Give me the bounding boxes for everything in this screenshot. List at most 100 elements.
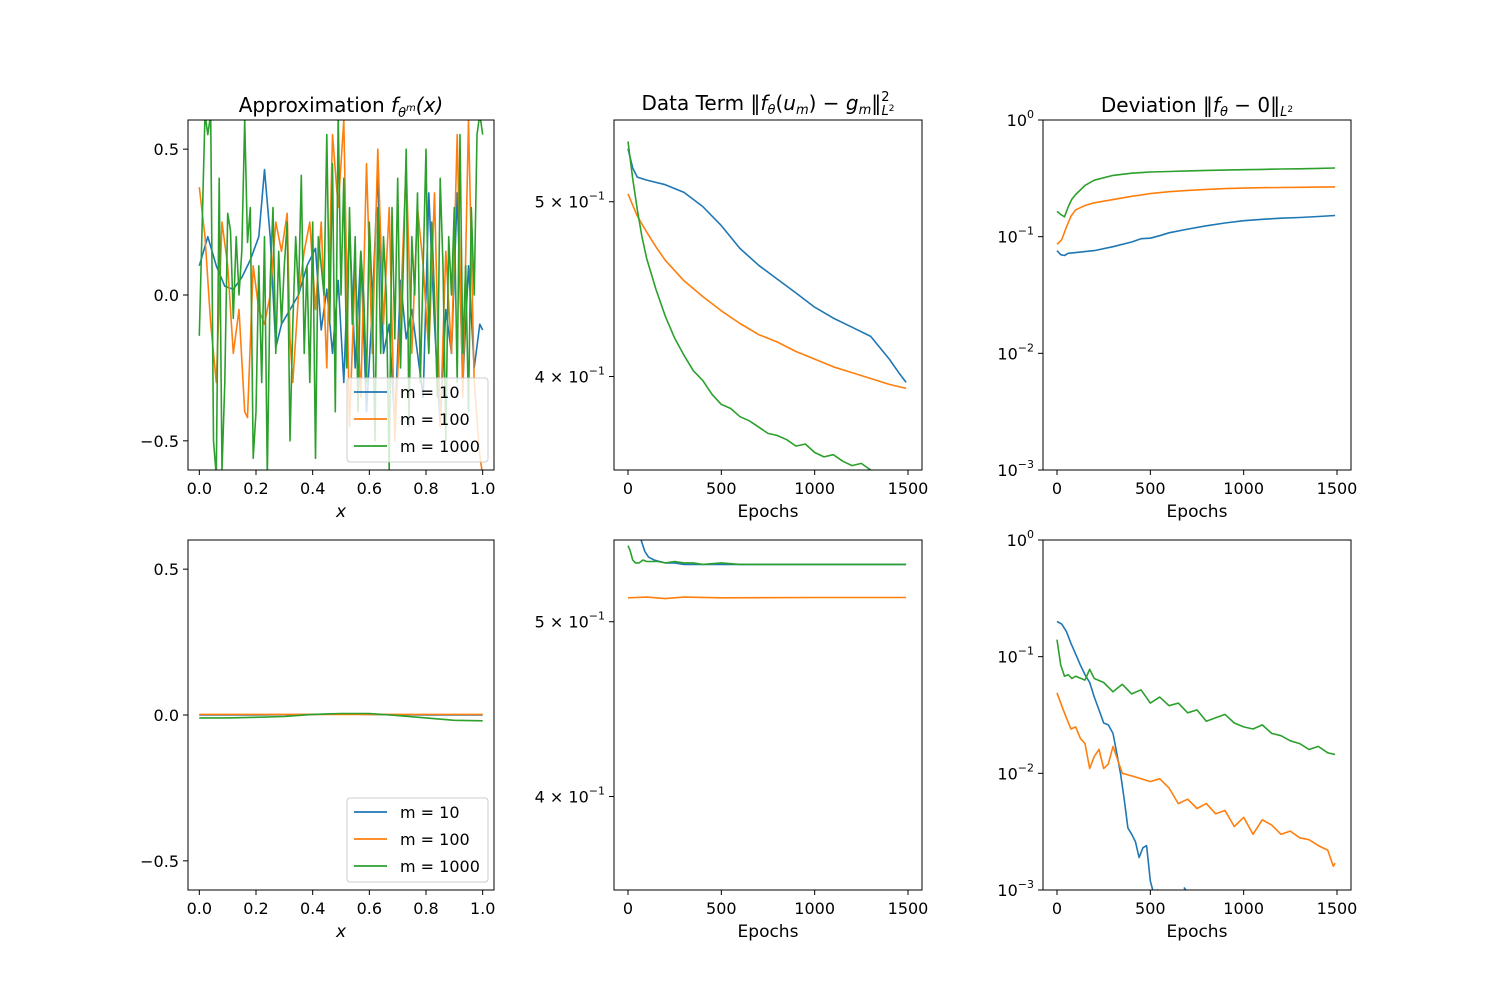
- x-tick-label: 1000: [794, 899, 835, 918]
- legend-box: [346, 797, 489, 883]
- series-line-m-10: [198, 168, 484, 428]
- axes-frame: [1042, 539, 1352, 891]
- x-axis-label: Epochs: [1167, 922, 1228, 942]
- x-axis-label: x: [335, 922, 347, 942]
- legend-label-m-1000: m = 1000: [400, 437, 480, 456]
- title-part: (: [775, 91, 783, 115]
- series-line-m-1000: [1056, 639, 1336, 756]
- x-axis-label: x: [335, 502, 347, 522]
- x-tick-label: 0.6: [357, 479, 382, 498]
- legend-label-m-100: m = 100: [400, 830, 470, 849]
- title-part: Deviation ‖: [1101, 93, 1213, 117]
- title-part: g: [846, 91, 859, 115]
- title-part: θ: [767, 103, 775, 118]
- y-tick-label: 10−3: [997, 878, 1034, 900]
- x-tick-label: 1000: [1223, 899, 1264, 918]
- series-line-m-10: [627, 148, 907, 383]
- x-tick-label: 500: [1135, 479, 1166, 498]
- deviation-bottom-panel: 0 500 1000 1500 10−3 10−2 10−1 100 Epochs: [997, 528, 1357, 942]
- x-tick-label: 0: [1052, 479, 1062, 498]
- series-line-m-100: [1056, 186, 1336, 245]
- y-tick-label: 10−2: [997, 341, 1034, 363]
- x-axis-label: Epochs: [738, 502, 799, 522]
- series-line-m-10-tail: [1183, 887, 1187, 890]
- x-tick-label: 0.0: [187, 899, 212, 918]
- axes-frame: [613, 119, 923, 471]
- title-part: m: [796, 103, 809, 118]
- legend-label-m-100: m = 100: [400, 410, 470, 429]
- title-part: 2: [1287, 105, 1293, 115]
- series-line-m-100: [1056, 692, 1336, 868]
- chart-title-data-top: Data Term ‖fθ(um) − gm‖2 L2: [641, 90, 894, 119]
- series-line-m-1000: [627, 141, 873, 470]
- title-part: ) −: [809, 91, 846, 115]
- series-group: [627, 141, 907, 470]
- x-tick-label: 1000: [794, 479, 835, 498]
- x-tick-label: 1500: [888, 899, 929, 918]
- y-tick-label: 4 × 10−1: [535, 785, 605, 807]
- chart-title-approx-top: Approximation fθm(x): [239, 93, 444, 121]
- x-tick-label: 0.2: [243, 479, 268, 498]
- title-part: m: [406, 103, 416, 114]
- series-group: [199, 712, 483, 722]
- x-tick-label: 1000: [1223, 479, 1264, 498]
- x-tick-label: 0.2: [243, 899, 268, 918]
- x-tick-label: 0: [1052, 899, 1062, 918]
- x-tick-label: 500: [706, 479, 737, 498]
- y-tick-label: 5 × 10−1: [535, 610, 605, 632]
- title-part: − 0‖: [1228, 93, 1280, 117]
- y-tick-label: 0.0: [154, 286, 179, 305]
- x-tick-label: 1.0: [470, 899, 495, 918]
- y-tick-label: 10−1: [997, 225, 1034, 247]
- legend-label-m-10: m = 10: [400, 803, 460, 822]
- data-term-bottom-panel: 0 500 1000 1500 4 × 10−1 5 × 10−1 Epochs: [535, 539, 929, 942]
- chart-title-dev-top: Deviation ‖fθ − 0‖L2: [1101, 93, 1293, 120]
- title-part: (x): [416, 93, 443, 117]
- x-tick-label: 500: [1135, 899, 1166, 918]
- y-tick-label: −0.5: [140, 432, 179, 451]
- title-part: Approximation: [239, 93, 391, 117]
- legend: m = 10 m = 100 m = 1000: [346, 377, 489, 463]
- title-part: m: [859, 103, 872, 118]
- x-tick-label: 500: [706, 899, 737, 918]
- x-axis-label: Epochs: [1167, 502, 1228, 522]
- x-tick-label: 1.0: [470, 479, 495, 498]
- y-tick-label: 10−1: [997, 645, 1034, 667]
- axes-frame: [613, 539, 923, 891]
- x-tick-label: 0.6: [357, 899, 382, 918]
- series-line-m-1000: [199, 712, 483, 722]
- x-tick-label: 0.8: [413, 899, 438, 918]
- x-tick-label: 1500: [1317, 479, 1358, 498]
- x-tick-label: 1500: [888, 479, 929, 498]
- title-part: ‖: [871, 91, 881, 115]
- x-tick-label: 0: [623, 899, 633, 918]
- axes-frame: [1042, 119, 1352, 471]
- series-group: [1056, 167, 1336, 257]
- y-tick-label: −0.5: [140, 852, 179, 871]
- deviation-top-panel: 0 500 1000 1500 10−3 10−2 10−1 100 Epochs: [997, 108, 1357, 522]
- series-line-m-10: [1056, 214, 1336, 257]
- y-tick-label: 0.0: [154, 706, 179, 725]
- y-tick-label: 0.5: [154, 560, 179, 579]
- title-part: θ: [1220, 105, 1228, 120]
- legend-box: [346, 377, 489, 463]
- x-axis-label: Epochs: [738, 922, 799, 942]
- title-part: Data Term ‖: [641, 91, 760, 115]
- y-tick-label: 0.5: [154, 140, 179, 159]
- y-tick-label: 100: [1007, 528, 1034, 550]
- approximation-bottom-panel: 0.0 0.2 0.4 0.6 0.8 1.0 −0.5 0.0 0.5 x m = 10 m = 1…: [140, 539, 495, 942]
- series-line-m-100: [627, 193, 907, 390]
- series-group: [1056, 620, 1336, 890]
- x-tick-label: 1500: [1317, 899, 1358, 918]
- series-line-m-1000: [198, 120, 484, 470]
- y-tick-label: 100: [1007, 108, 1034, 130]
- title-part: L: [1280, 105, 1287, 120]
- x-tick-label: 0.4: [300, 899, 325, 918]
- y-tick-label: 5 × 10−1: [535, 190, 605, 212]
- title-part: u: [783, 91, 796, 115]
- title-part: θ: [398, 106, 406, 121]
- series-line-m-1000: [627, 545, 907, 566]
- title-part: f: [760, 91, 770, 115]
- title-part: L: [882, 104, 889, 119]
- data-term-top-panel: 0 500 1000 1500 4 × 10−1 5 × 10−1 Epochs: [535, 119, 929, 522]
